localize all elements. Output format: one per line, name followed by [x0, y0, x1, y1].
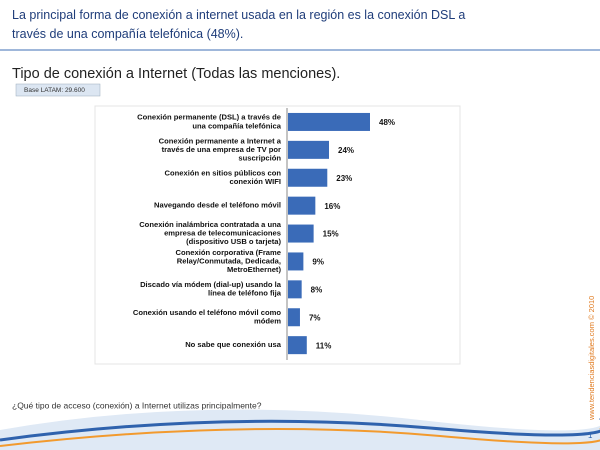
category-label: No sabe que conexión usa [185, 340, 282, 349]
chart-title: La principal forma de conexión a interne… [12, 8, 465, 41]
value-label: 8% [311, 285, 323, 294]
bar [288, 140, 329, 159]
bar [288, 224, 314, 243]
bar [288, 280, 302, 299]
value-label: 9% [312, 258, 324, 267]
category-label: Conexión corporativa (Frame Relay/Conmuta… [176, 248, 282, 274]
category-label: Discado vía módem (dial-up) usando la lín… [140, 280, 282, 298]
bar [288, 308, 300, 327]
value-label: 48% [379, 118, 395, 127]
page-number: 1 [588, 431, 593, 440]
base-box [15, 83, 101, 97]
category-label: Conexión permanente a Internet a través d… [159, 136, 282, 162]
footnote: ¿Qué tipo de acceso (conexión) a Interne… [12, 400, 262, 410]
bar [288, 112, 370, 131]
category-label: Navegando desde el teléfono móvil [154, 201, 281, 210]
bar [288, 252, 304, 271]
value-label: 11% [316, 341, 332, 350]
bar [288, 336, 307, 355]
category-label: Conexión inalámbrica contratada a una emp… [139, 220, 282, 246]
value-label: 7% [309, 313, 321, 322]
value-label: 24% [338, 146, 354, 155]
category-label: Conexión usando el teléfono móvil como mó… [133, 308, 281, 326]
chart-panel [94, 105, 461, 365]
value-label: 15% [323, 230, 339, 239]
wave-blue [0, 418, 600, 442]
subtitle: Tipo de conexión a Internet (Todas las m… [12, 66, 340, 82]
value-label: 16% [324, 202, 340, 211]
wave-orange [0, 427, 600, 447]
bar [288, 196, 316, 215]
bar [288, 168, 328, 187]
value-label: 23% [336, 174, 352, 183]
category-label: Conexión permanente (DSL) a través de una… [137, 113, 282, 131]
category-label: Conexión en sitios públicos con conexión … [165, 168, 282, 186]
source: www.tendenciasdigitales.com © 2010 [587, 296, 596, 421]
base-note: Base LATAM: 29.600 [24, 87, 85, 94]
